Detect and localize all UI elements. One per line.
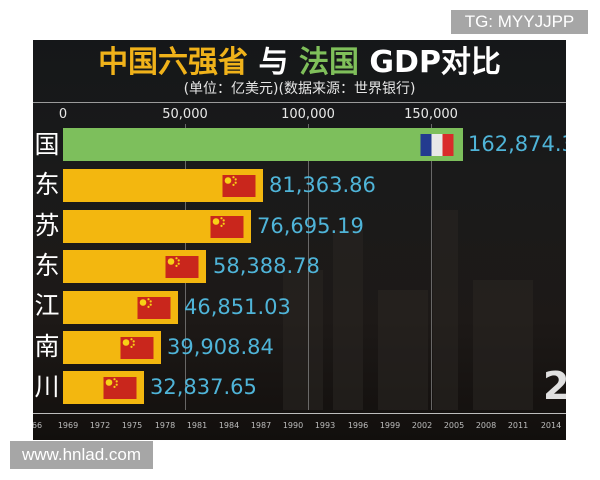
france-flag-icon [420, 134, 454, 156]
value-label: 76,695.19 [257, 214, 364, 238]
title-part-gdp: GDP对比 [369, 45, 501, 80]
title-part-france: 法国 [298, 45, 359, 80]
category-label: 江 [34, 291, 60, 320]
timeline-axis[interactable] [33, 413, 566, 414]
city-silhouette [333, 230, 363, 410]
timeline-year: 1990 [282, 421, 304, 430]
china-flag-icon [137, 297, 171, 319]
bar-france [63, 128, 463, 161]
value-label: 46,851.03 [184, 295, 291, 319]
chart-title: 中国六强省 与 法国 GDP对比 [33, 44, 566, 82]
china-flag-icon [120, 337, 154, 359]
timeline-year: 2014 [540, 421, 562, 430]
value-label: 32,837.65 [150, 375, 257, 399]
bar-province [63, 331, 161, 364]
bar-province [63, 210, 251, 243]
china-flag-icon [222, 175, 256, 197]
timeline-year: 2005 [443, 421, 465, 430]
bar-province [63, 169, 263, 202]
value-label: 162,874.39 [468, 132, 566, 156]
timeline-year: 1984 [218, 421, 240, 430]
timeline-year: 1969 [57, 421, 79, 430]
china-flag-icon [103, 377, 137, 399]
title-part-and: 与 [258, 45, 289, 80]
category-label: 南 [34, 332, 60, 361]
china-flag-icon [210, 216, 244, 238]
chart-subtitle: (单位：亿美元)(数据来源：世界银行) [183, 81, 416, 97]
timeline-year: 2011 [507, 421, 529, 430]
x-tick: 100,000 [281, 107, 335, 122]
bar-province [63, 291, 178, 324]
category-label: 国 [34, 130, 60, 159]
value-label: 81,363.86 [269, 173, 376, 197]
category-label: 东 [34, 170, 60, 199]
timeline-year: 1999 [379, 421, 401, 430]
x-tick: 150,000 [404, 107, 458, 122]
gridline [431, 124, 432, 410]
timeline-year: 1972 [89, 421, 111, 430]
watermark-bottom: www.hnlad.com [10, 441, 153, 469]
timeline-year: 1987 [250, 421, 272, 430]
title-part-provinces: 中国六强省 [98, 45, 249, 80]
bar-province [63, 250, 206, 283]
gridline [308, 124, 309, 410]
chart-frame: 中国六强省 与 法国 GDP对比 (单位：亿美元)(数据来源：世界银行) 0 5… [33, 40, 566, 440]
timeline-year: 1996 [347, 421, 369, 430]
timeline-year: 66 [33, 421, 43, 430]
city-silhouette [283, 270, 323, 410]
header-divider [33, 102, 566, 103]
current-year: 2 [543, 364, 566, 408]
category-label: 川 [34, 372, 60, 401]
china-flag-icon [165, 256, 199, 278]
x-tick: 50,000 [162, 107, 208, 122]
category-label: 苏 [34, 211, 60, 240]
x-tick: 0 [58, 107, 68, 122]
timeline-year: 2002 [411, 421, 433, 430]
city-silhouette [433, 210, 458, 410]
timeline-year: 1993 [314, 421, 336, 430]
bar-province [63, 371, 144, 404]
timeline-year: 2008 [475, 421, 497, 430]
timeline-year: 1978 [154, 421, 176, 430]
timeline-year: 1981 [186, 421, 208, 430]
city-silhouette [378, 290, 428, 410]
value-label: 39,908.84 [167, 335, 274, 359]
watermark-top: TG: MYYJJPP [451, 10, 588, 34]
city-silhouette [473, 280, 533, 410]
timeline-year: 1975 [121, 421, 143, 430]
value-label: 58,388.78 [213, 254, 320, 278]
category-label: 东 [34, 251, 60, 280]
